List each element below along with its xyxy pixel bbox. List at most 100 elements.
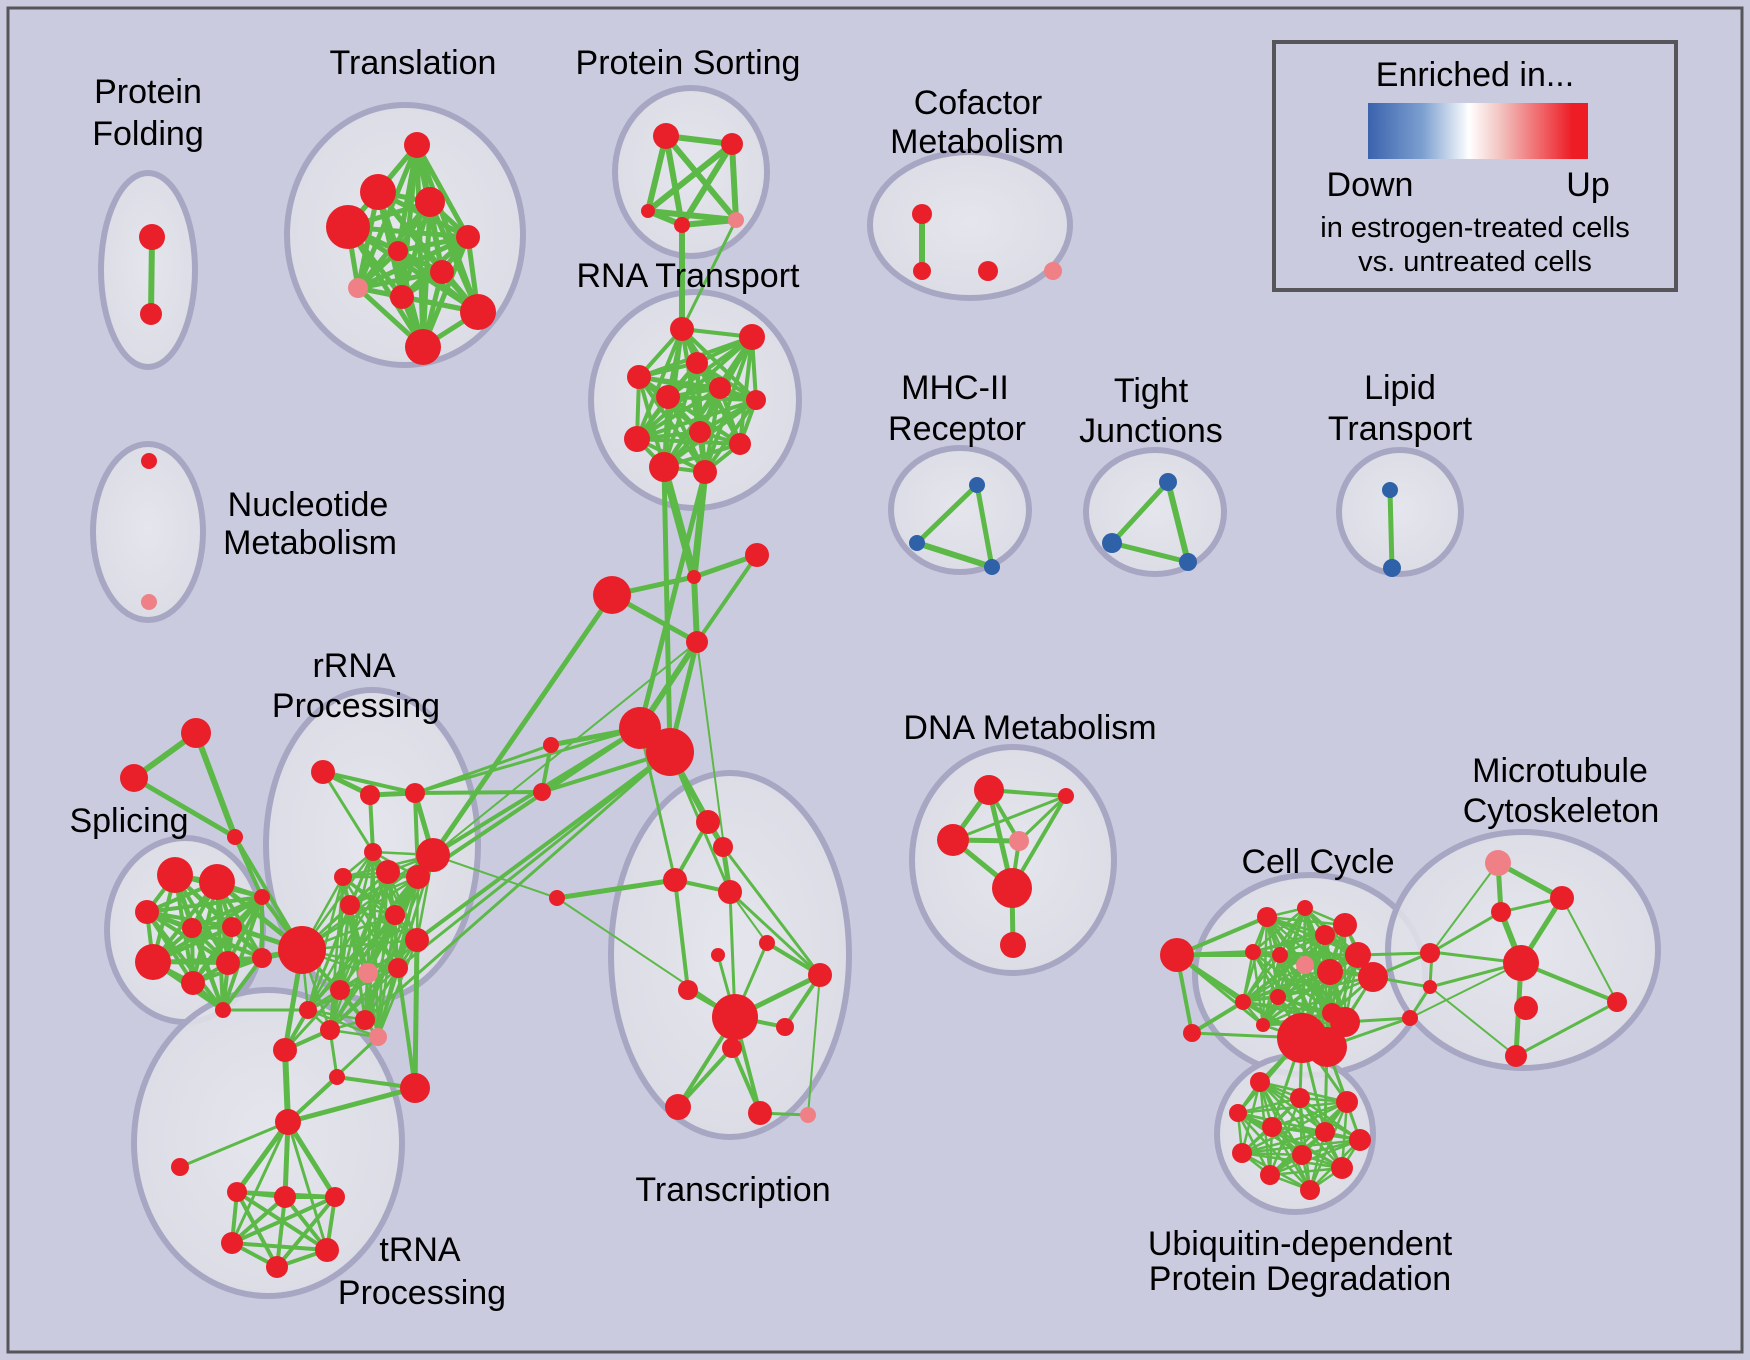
node-NM1 bbox=[141, 453, 157, 469]
cluster-ellipse-cofactor-metabolism bbox=[867, 149, 1073, 301]
edge bbox=[235, 1190, 279, 1269]
node-S0a bbox=[181, 718, 211, 748]
node-R2 bbox=[739, 324, 765, 350]
cluster-label-splicing: Splicing bbox=[69, 802, 188, 840]
node-D6 bbox=[1000, 932, 1026, 958]
edge bbox=[412, 937, 420, 1091]
cluster-ellipse-nucleotide-metabolism bbox=[90, 441, 206, 623]
edge bbox=[1175, 953, 1265, 1027]
edge bbox=[306, 966, 400, 1012]
edge bbox=[673, 878, 690, 992]
cluster-label-lipid-transport-line2: Transport bbox=[1328, 410, 1473, 448]
node-X12 bbox=[722, 1038, 742, 1058]
node-J1 bbox=[1159, 473, 1177, 491]
node-U8 bbox=[1232, 1143, 1252, 1163]
node-X1 bbox=[696, 810, 720, 834]
edge bbox=[914, 540, 995, 570]
cluster-label-ubiquitin-degradation-line2: Protein Degradation bbox=[1149, 1260, 1451, 1298]
node-CC17 bbox=[1330, 1007, 1360, 1037]
edge bbox=[635, 327, 684, 441]
node-SP6 bbox=[254, 889, 270, 905]
node-X13 bbox=[665, 1094, 691, 1120]
cluster-ellipse-mhc-ii-receptor bbox=[888, 445, 1032, 575]
node-X2 bbox=[713, 837, 733, 857]
node-NM2 bbox=[141, 594, 157, 610]
node-T8 bbox=[348, 278, 368, 298]
edge bbox=[338, 913, 397, 992]
edge bbox=[703, 335, 754, 474]
node-RR20 bbox=[329, 1069, 345, 1085]
node-S0c bbox=[227, 829, 243, 845]
node-PS4 bbox=[674, 217, 690, 233]
node-R11 bbox=[649, 452, 679, 482]
edge bbox=[430, 592, 615, 858]
cluster-label-tight-junctions-line1: Tight bbox=[1114, 372, 1189, 410]
node-SP2 bbox=[199, 864, 235, 900]
node-T9 bbox=[390, 285, 414, 309]
node-PS3 bbox=[641, 204, 655, 218]
node-X6 bbox=[759, 935, 775, 951]
edge bbox=[1165, 479, 1191, 565]
node-M1 bbox=[969, 477, 985, 493]
edge bbox=[328, 938, 419, 1032]
node-X10 bbox=[712, 994, 758, 1040]
cluster-label-microtubule-cytoskeleton-line1: Microtubule bbox=[1472, 752, 1648, 790]
cluster-ellipse-protein-sorting bbox=[612, 85, 770, 259]
edge bbox=[1268, 1138, 1362, 1177]
node-MT1 bbox=[1485, 850, 1511, 876]
node-RR10 bbox=[385, 905, 405, 925]
node-PS1 bbox=[653, 123, 679, 149]
node-X7 bbox=[711, 948, 725, 962]
cluster-label-transcription: Transcription bbox=[635, 1171, 830, 1209]
cluster-label-nucleotide-metabolism-line1: Nucleotide bbox=[228, 486, 389, 524]
node-X5 bbox=[549, 890, 565, 906]
edge bbox=[1298, 1096, 1312, 1192]
cluster-label-cofactor-metabolism-line2: Metabolism bbox=[890, 123, 1064, 161]
cluster-label-protein-sorting: Protein Sorting bbox=[576, 44, 801, 82]
edge bbox=[193, 730, 238, 840]
node-M3 bbox=[984, 559, 1000, 575]
edge bbox=[1268, 1100, 1349, 1177]
node-U3 bbox=[1336, 1091, 1358, 1113]
edge bbox=[230, 1195, 337, 1245]
node-RR15 bbox=[330, 980, 350, 1000]
cluster-label-ubiquitin-degradation-line1: Ubiquitin-dependent bbox=[1148, 1225, 1453, 1263]
node-R10 bbox=[729, 433, 751, 455]
edge bbox=[230, 1120, 290, 1245]
cluster-label-protein-folding-line2: Folding bbox=[92, 115, 204, 153]
node-J3 bbox=[1179, 553, 1197, 571]
node-SP9 bbox=[216, 951, 240, 975]
edge bbox=[345, 224, 426, 350]
edge bbox=[363, 913, 397, 1022]
cluster-label-mhc-ii-receptor-line1: MHC-II bbox=[901, 369, 1009, 407]
node-RR4 bbox=[364, 843, 382, 861]
edge bbox=[695, 553, 759, 644]
node-CC11 bbox=[1345, 942, 1371, 968]
edge bbox=[1261, 975, 1375, 1027]
node-MT2 bbox=[1550, 886, 1574, 910]
node-T5 bbox=[456, 225, 480, 249]
node-U6 bbox=[1315, 1122, 1335, 1142]
node-U7 bbox=[1349, 1129, 1371, 1151]
node-U10 bbox=[1331, 1157, 1353, 1179]
node-RR2 bbox=[360, 785, 380, 805]
edge bbox=[679, 217, 739, 228]
node-RR21 bbox=[400, 1073, 430, 1103]
edge bbox=[1190, 1000, 1245, 1035]
node-CC3 bbox=[1257, 907, 1277, 927]
node-RR18 bbox=[355, 1010, 375, 1030]
edge bbox=[1236, 1096, 1302, 1115]
edge bbox=[413, 726, 642, 795]
edge bbox=[680, 218, 738, 331]
node-PF1 bbox=[139, 224, 165, 250]
node-CC1 bbox=[1160, 938, 1194, 972]
edge bbox=[230, 1241, 329, 1252]
edge bbox=[415, 750, 672, 942]
node-SP10 bbox=[215, 1002, 231, 1018]
node-CC12 bbox=[1358, 962, 1388, 992]
cluster-ellipse-protein-folding bbox=[98, 170, 198, 370]
cluster-label-mhc-ii-receptor-line2: Receptor bbox=[888, 410, 1026, 448]
node-U1 bbox=[1250, 1072, 1270, 1092]
edge bbox=[306, 903, 352, 1012]
edge bbox=[413, 791, 420, 879]
